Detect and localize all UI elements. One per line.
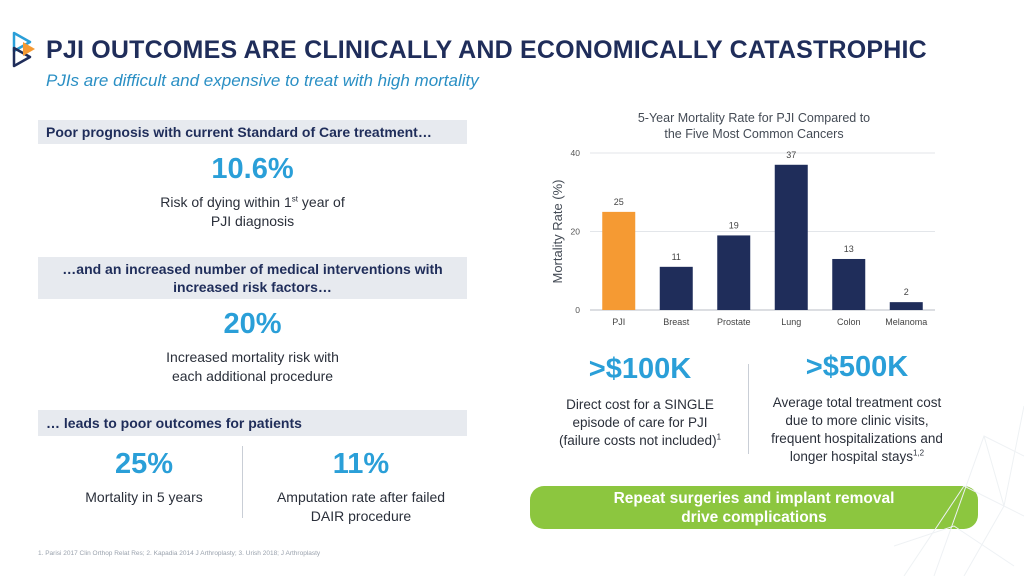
y-tick-label: 20 <box>571 227 581 237</box>
data-label: 37 <box>786 150 796 160</box>
chart-title: 5-Year Mortality Rate for PJI Compared t… <box>637 111 871 141</box>
x-tick-label: Melanoma <box>885 317 927 327</box>
y-tick-label: 0 <box>575 305 580 315</box>
stat-five-year-mortality: 25% <box>114 448 174 480</box>
stat-five-year-mortality-desc: Mortality in 5 years <box>85 489 203 505</box>
data-label: 11 <box>672 252 681 262</box>
stat-divider <box>242 446 243 518</box>
bar-colon <box>832 258 866 310</box>
page-subtitle: PJIs are difficult and expensive to trea… <box>46 71 479 90</box>
cost-divider <box>748 364 749 454</box>
data-label: 25 <box>614 197 624 207</box>
cost-direct-value: >$100K <box>588 353 692 385</box>
bar-lung <box>774 164 808 310</box>
bar-melanoma <box>889 302 923 310</box>
mortality-bar-chart: 0 20 40 Mortality Rate (%) 25 PJI 11 Breast 19 Pr… <box>550 148 935 327</box>
y-axis-label: Mortality Rate (%) <box>550 179 565 283</box>
bar-pji <box>602 211 636 310</box>
data-label: 2 <box>904 287 909 297</box>
callout-banner: Repeat surgeries and implant removal driv… <box>530 486 978 529</box>
stat-amputation-rate-desc: Amputation rate after failed DAIR procedu… <box>276 489 446 524</box>
stat-mortality-per-procedure: 20% <box>223 308 282 340</box>
data-label: 13 <box>844 244 854 254</box>
page-title: PJI OUTCOMES ARE CLINICALLY AND ECONOMIC… <box>46 36 927 64</box>
cost-total-desc: Average total treatment cost due to more… <box>771 395 943 464</box>
section-band-outcomes: … leads to poor outcomes for patients <box>38 410 467 436</box>
bar-breast <box>659 266 693 310</box>
x-tick-label: PJI <box>612 317 625 327</box>
company-logo <box>12 31 35 68</box>
section-band-interventions: …and an increased number of medical inte… <box>38 257 467 299</box>
x-tick-label: Lung <box>781 317 801 327</box>
footnote-references: 1. Parisi 2017 Clin Orthop Relat Res; 2.… <box>38 550 321 557</box>
cost-direct-desc: Direct cost for a SINGLE episode of care… <box>558 397 722 448</box>
stat-mortality-per-procedure-desc: Increased mortality risk with each additi… <box>166 349 339 384</box>
stat-first-year-mortality: 10.6% <box>211 153 294 185</box>
cost-total-value: >$500K <box>805 351 909 383</box>
x-tick-label: Prostate <box>717 317 751 327</box>
decorative-lines <box>894 405 1024 576</box>
data-label: 19 <box>729 220 739 230</box>
stat-amputation-rate: 11% <box>332 448 390 480</box>
bar-prostate <box>717 235 751 310</box>
y-tick-label: 40 <box>571 148 581 158</box>
x-tick-label: Colon <box>837 317 861 327</box>
section-band-prognosis: Poor prognosis with current Standard of … <box>38 120 467 144</box>
stat-first-year-mortality-desc: Risk of dying within 1st year of PJI dia… <box>160 194 345 229</box>
x-tick-label: Breast <box>663 317 690 327</box>
